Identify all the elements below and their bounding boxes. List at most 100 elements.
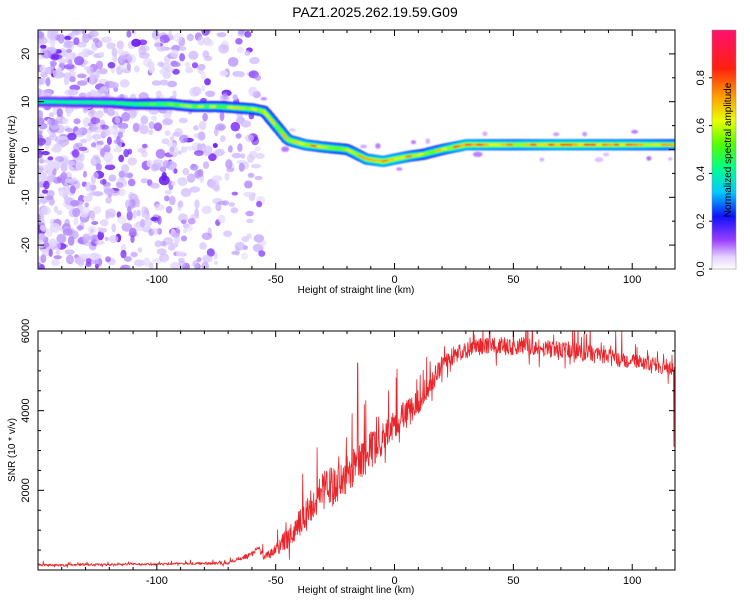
spectrogram-noise-blob <box>185 66 194 74</box>
spectrogram-noise-blob <box>38 77 47 85</box>
snr-y-tick-label: 4000 <box>20 398 32 422</box>
spectrogram-noise-blob <box>103 185 111 190</box>
spectrogram-noise-blob <box>244 50 251 56</box>
spectrogram-noise-blob <box>224 172 230 181</box>
spectrogram-noise-blob <box>197 36 205 46</box>
spectrogram-noise-blob <box>53 255 62 260</box>
spectrogram-noise-blob <box>95 163 102 172</box>
spectrogram-noise-blob <box>85 181 92 192</box>
spectrogram-noise-blob <box>56 210 63 216</box>
spectrogram-noise-blob <box>94 240 105 245</box>
spectrogram-noise-blob <box>231 152 242 159</box>
spectrogram-noise-blob <box>38 130 43 140</box>
spectrogram-ridge-core <box>304 143 311 147</box>
spectrogram-noise-blob <box>258 250 266 257</box>
spectrogram-noise-blob <box>86 91 92 97</box>
spectrogram-noise-blob <box>81 35 90 44</box>
spectrogram-noise-blob <box>46 228 53 238</box>
spectrogram-noise-blob <box>218 44 230 54</box>
spectrogram-noise-blob <box>70 31 75 40</box>
spectrogram-noise-blob <box>177 177 188 186</box>
spectrogram-noise-blob <box>77 127 83 136</box>
spectrogram-noise-blob <box>253 234 265 243</box>
snr-x-tick-label: 50 <box>507 575 519 587</box>
spectrogram-noise-blob <box>182 167 190 176</box>
spectrogram-ridge-core <box>268 117 278 128</box>
spectrogram-noise-blob <box>219 70 229 77</box>
spectrogram-noise-blob <box>100 129 111 137</box>
spectrogram-ridge-core <box>381 159 390 163</box>
colorbar: 0.0 0.2 0.4 0.6 0.8 Normalized spectral ampl… <box>695 29 737 277</box>
spectrogram-noise-blob <box>169 135 175 143</box>
spectrogram-noise-blob <box>111 223 117 233</box>
spectrogram-noise-blob <box>240 120 252 128</box>
spectrogram-noise-blob <box>89 108 95 116</box>
spectrogram-noise-blob <box>134 65 140 73</box>
spectrogram-noise-blob <box>135 203 140 208</box>
spectrogram-noise-blob <box>150 216 159 222</box>
spectrogram-noise-blob <box>166 80 178 88</box>
spectrogram-noise-blob <box>116 40 124 50</box>
spectrogram-noise-blob <box>244 31 252 38</box>
spectrogram-noise-blob <box>67 235 75 246</box>
spectrogram-noise-blob <box>101 36 112 43</box>
spectrogram-noise-blob <box>90 117 101 125</box>
spectrogram-noise-blob <box>38 149 43 159</box>
spectrogram-noise-blob <box>91 157 97 165</box>
spectrogram-noise-blob <box>161 138 170 145</box>
spectrogram-noise-blob <box>191 62 199 69</box>
spectrogram-noise-blob <box>46 173 56 183</box>
spectrogram-noise-blob <box>50 37 56 48</box>
spectrogram-noise-blob <box>127 178 136 187</box>
spectrogram-noise-blob <box>73 216 79 226</box>
spectrogram-ridge-sidelobe <box>281 146 290 152</box>
spectrogram-noise-blob <box>127 157 137 166</box>
spectrogram-noise-blob <box>236 159 247 165</box>
spectrogram-noise-blob <box>63 75 70 86</box>
spectrogram-noise-blob <box>201 232 213 240</box>
spectrogram-noise-blob <box>187 217 196 225</box>
spectrogram-ridge-sidelobe <box>631 129 639 134</box>
spectrogram-noise-blob <box>38 262 42 268</box>
spectrogram-noise-blob <box>203 37 212 46</box>
spectrogram-noise-blob <box>38 199 41 206</box>
spectrogram-noise-blob <box>99 124 109 130</box>
spectrogram-noise-blob <box>120 51 131 60</box>
spectrogram-noise-blob <box>123 148 130 158</box>
spectrogram-noise-blob <box>106 136 112 145</box>
spectrogram-noise-blob <box>38 31 45 39</box>
spectrogram-noise-blob <box>64 35 72 41</box>
spectrogram-noise-blob <box>157 61 165 67</box>
spectrogram-noise-blob <box>73 118 81 125</box>
spectrogram-noise-blob <box>244 180 253 189</box>
spectrogram-noise-blob <box>246 154 255 163</box>
spectrogram-noise-blob <box>225 159 233 169</box>
spectrogram-noise-blobs <box>38 30 267 269</box>
spectrogram-noise-blob <box>173 62 181 67</box>
spectrogram-noise-blob <box>178 260 186 268</box>
spectrogram-noise-blob <box>232 94 238 101</box>
spectrogram-noise-blob <box>211 175 223 182</box>
spectrogram-noise-blob <box>219 111 225 122</box>
spectrogram-noise-blob <box>38 169 42 174</box>
spectrogram-noise-blob <box>102 151 114 162</box>
spectrogram-noise-blob <box>38 172 47 182</box>
spectrogram-y-tick-label: -20 <box>20 237 32 253</box>
spectrogram-noise-blob <box>236 71 245 78</box>
spectrogram-noise-blob <box>205 90 216 98</box>
spectrogram-noise-blob <box>184 61 191 68</box>
spectrogram-noise-blob <box>56 108 63 118</box>
spectrogram-noise-blob <box>78 254 88 258</box>
spectrogram-noise-blob <box>65 160 76 167</box>
spectrogram-noise-blob <box>38 159 46 164</box>
spectrogram-noise-blob <box>162 71 172 80</box>
spectrogram-noise-blob <box>238 162 245 172</box>
spectrogram-noise-blob <box>234 241 246 251</box>
spectrogram-noise-blob <box>121 222 133 232</box>
snr-series-line <box>38 331 675 568</box>
spectrogram-noise-blob <box>164 130 171 136</box>
spectrogram-noise-blob <box>173 32 183 43</box>
spectrogram-noise-blob <box>41 151 50 156</box>
spectrogram-ridge-sidelobe <box>553 132 560 137</box>
spectrogram-noise-blob <box>104 164 116 171</box>
